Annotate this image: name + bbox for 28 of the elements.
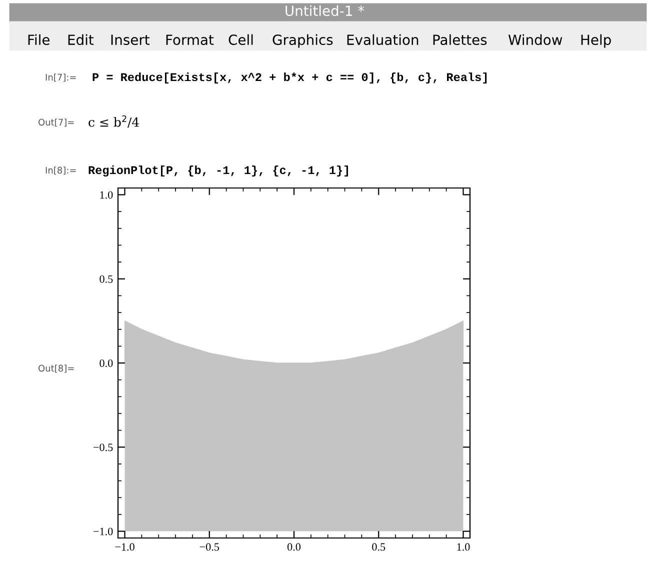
text: In[7]:=	[46, 74, 76, 82]
y-tick-label: 0.5	[100, 275, 113, 283]
chart-title: Untitled-1 *	[286, 5, 364, 16]
text: Edit	[68, 34, 94, 46]
text: Palettes	[433, 34, 487, 46]
text: Out[8]=	[38, 364, 74, 373]
text: Insert	[111, 34, 150, 46]
text: Help	[581, 34, 611, 48]
x-tick-label: −0.5	[200, 543, 220, 551]
x-tick-label: 0.5	[372, 543, 386, 551]
x-tick-label: 0.0	[287, 543, 301, 551]
text: In[8]:=	[46, 166, 76, 175]
y-tick-label: −0.5	[94, 444, 113, 452]
y-tick-label: 1.0	[100, 191, 113, 199]
text: Out[7]=	[38, 118, 74, 127]
text: Window	[508, 34, 562, 46]
x-tick-label: 1.0	[457, 543, 470, 551]
text: Evaluation	[347, 34, 418, 46]
text: RegionPlot[P, {b, -1, 1}, {c, -1, 1}]	[88, 165, 348, 177]
text: Graphics	[272, 34, 333, 48]
text: File	[28, 34, 50, 46]
text: Cell	[228, 34, 253, 46]
y-tick-label: −1.0	[94, 528, 113, 536]
y-tick-label: 0.0	[100, 359, 113, 368]
text: Format	[166, 34, 214, 46]
text: c ≤ b$^{2}$/4	[88, 115, 139, 128]
x-tick-label: −1.0	[115, 543, 134, 551]
text: P = Reduce[Exists[x, x^2 + b*x + c == 0], {b, c}, Reals]	[92, 72, 487, 84]
